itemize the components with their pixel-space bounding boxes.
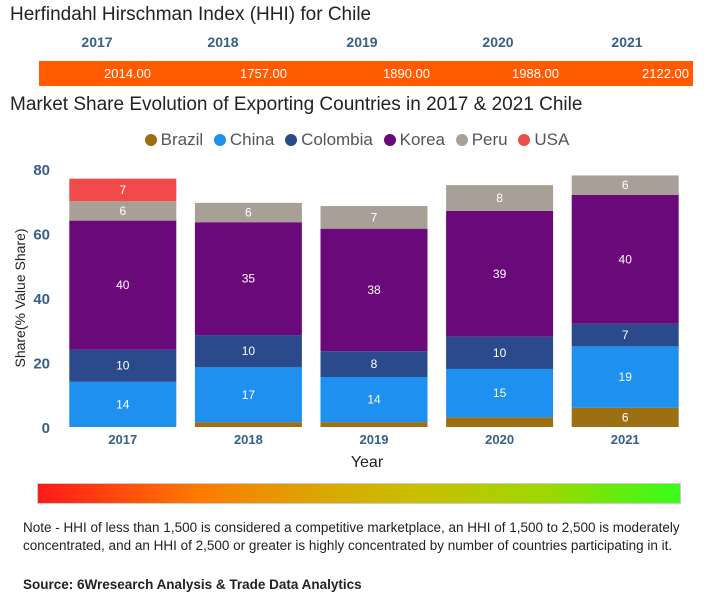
hhi-year-2021: 2021: [611, 34, 643, 50]
legend-item-china[interactable]: China: [213, 130, 275, 150]
bar-segment-korea-2017: [69, 220, 177, 350]
legend-swatch-brazil: [144, 134, 157, 146]
hhi-value-2017: 2014.00: [104, 66, 151, 81]
bar-segment-peru-2021: [571, 175, 679, 195]
data-label: 35: [242, 272, 256, 286]
data-label: 40: [619, 252, 633, 266]
data-label: 7: [119, 183, 126, 197]
legend-item-korea[interactable]: Korea: [383, 130, 445, 150]
legend-label-peru: Peru: [471, 130, 508, 149]
bar-segment-china-2018: [194, 367, 302, 423]
legend-item-usa[interactable]: USA: [518, 130, 569, 150]
legend-swatch-china: [213, 134, 226, 146]
y-tick-label: 40: [33, 291, 50, 308]
legend-swatch-korea: [383, 134, 396, 146]
data-label: 6: [622, 410, 629, 424]
bar-segment-peru-2017: [69, 201, 177, 221]
data-label: 6: [119, 204, 126, 218]
data-label: 15: [493, 386, 507, 400]
hhi-year-2018: 2018: [207, 34, 239, 50]
chart-title: Market Share Evolution of Exporting Coun…: [10, 94, 583, 115]
legend-label-china: China: [229, 130, 275, 149]
x-tick-label: 2018: [234, 432, 263, 447]
data-label: 10: [242, 344, 256, 358]
bar-segment-korea-2021: [571, 194, 679, 324]
bar-segment-brazil-2019: [320, 422, 428, 427]
hhi-value-2018: 1757.00: [240, 66, 287, 81]
legend-label-brazil: Brazil: [160, 130, 204, 149]
data-label: 17: [242, 388, 256, 402]
bar-segment-colombia-2017: [69, 349, 177, 382]
bar-segment-usa-2017: [69, 178, 177, 202]
hhi-year-2020: 2020: [482, 34, 514, 50]
bar-segment-brazil-2021: [571, 407, 679, 427]
legend-item-brazil[interactable]: Brazil: [144, 130, 204, 150]
x-tick-label: 2017: [108, 432, 137, 447]
stacked-bar-chart: 0 20 40 60 80 Share(% Value Share) 14 10 40 6 7 201…: [12, 162, 679, 471]
bar-segment-china-2019: [320, 377, 428, 423]
y-tick-label: 0: [42, 420, 50, 437]
bar-segment-peru-2019: [320, 206, 428, 229]
legend-swatch-colombia: [285, 134, 298, 146]
bar-segment-brazil-2020: [446, 417, 554, 427]
hhi-value-2020: 1988.00: [512, 66, 559, 81]
data-label: 19: [619, 370, 633, 384]
note-text: Note - HHI of less than 1,500 is conside…: [23, 520, 680, 553]
hhi-color-scale: [37, 483, 681, 504]
hhi-year-2017: 2017: [81, 34, 113, 50]
data-label: 39: [493, 267, 507, 281]
y-tick-label: 60: [33, 227, 50, 244]
legend-item-colombia[interactable]: Colombia: [285, 130, 373, 150]
bar-segment-colombia-2018: [194, 335, 302, 368]
legend-label-usa: USA: [534, 130, 570, 149]
data-label: 8: [496, 191, 503, 205]
hhi-title: Herfindahl Hirschman Index (HHI) for Chi…: [10, 4, 372, 25]
data-label: 14: [116, 397, 130, 411]
data-label: 6: [245, 206, 252, 220]
bar-segment-colombia-2019: [320, 351, 428, 378]
y-axis-label: Share(% Value Share): [12, 228, 28, 367]
legend-swatch-peru: [455, 134, 468, 146]
bar-segment-colombia-2020: [446, 336, 554, 369]
bar-segment-korea-2020: [446, 210, 554, 337]
data-label: 14: [367, 393, 381, 407]
y-tick-label: 20: [33, 356, 50, 373]
hhi-value-2019: 1890.00: [383, 66, 430, 81]
bar-segment-korea-2019: [320, 228, 428, 352]
bar-segment-china-2017: [69, 381, 177, 427]
hhi-value-2021: 2122.00: [642, 66, 689, 81]
legend-label-korea: Korea: [399, 130, 445, 149]
legend-swatch-usa: [518, 134, 531, 146]
data-label: 40: [116, 278, 130, 292]
x-tick-label: 2020: [485, 432, 514, 447]
legend-label-colombia: Colombia: [301, 130, 373, 149]
data-label: 38: [367, 283, 381, 297]
bar-segment-peru-2020: [446, 185, 554, 211]
data-label: 10: [116, 359, 130, 373]
x-axis-label: Year: [351, 454, 384, 471]
x-tick-label: 2021: [611, 432, 640, 447]
data-label: 7: [371, 210, 378, 224]
bar-segment-colombia-2021: [571, 323, 679, 347]
data-label: 10: [493, 346, 507, 360]
y-tick-label: 80: [33, 162, 50, 179]
bar-segment-china-2021: [571, 346, 679, 408]
legend-item-peru[interactable]: Peru: [455, 130, 508, 150]
bar-segment-brazil-2018: [194, 422, 302, 427]
source-text: Source: 6Wresearch Analysis & Trade Data…: [23, 577, 362, 592]
data-label: 6: [622, 178, 629, 192]
chart-legend: Brazil China Colombia Korea Peru USA: [0, 130, 714, 150]
bar-segment-korea-2018: [194, 222, 302, 336]
bar-segment-peru-2018: [194, 202, 302, 223]
bar-segment-china-2020: [446, 368, 554, 418]
data-label: 8: [371, 357, 378, 371]
x-tick-label: 2019: [360, 432, 389, 447]
hhi-bar: [39, 61, 693, 86]
data-label: 7: [622, 328, 629, 342]
hhi-year-2019: 2019: [346, 34, 378, 50]
